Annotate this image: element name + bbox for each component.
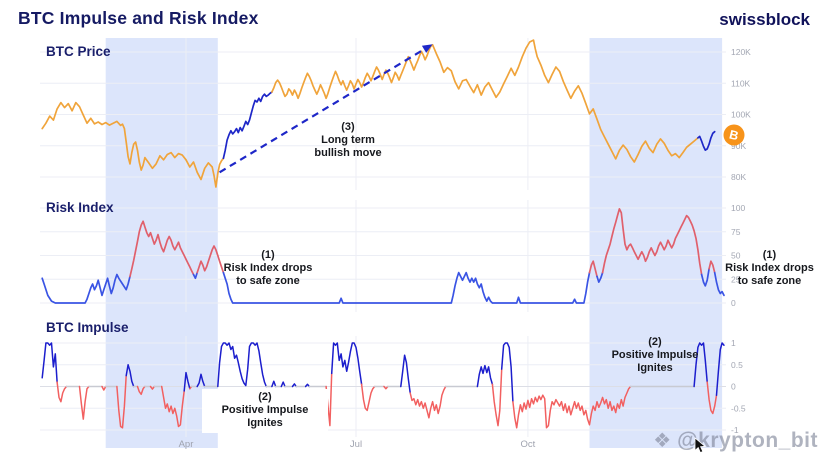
panel-label-btc-price: BTC Price — [46, 44, 111, 59]
watermark: ❖ @krypton_bit — [653, 429, 818, 453]
btc-impulse-series — [41, 342, 725, 429]
btc-price-y-axis: 120K 110K 100K 90K 80K — [731, 47, 751, 182]
annotation-line: Positive Impulse — [611, 349, 699, 361]
annotation-line: (1) — [762, 249, 777, 261]
svg-text:B: B — [728, 128, 740, 144]
panel-label-risk-index: Risk Index — [46, 200, 114, 215]
annotation-line: (3) — [341, 121, 355, 133]
bitcoin-coin-icon: B — [723, 124, 745, 146]
svg-text:80K: 80K — [731, 172, 746, 182]
x-axis-labels: Apr Jul Oct — [179, 439, 536, 450]
svg-text:75: 75 — [731, 227, 741, 237]
annotation-long-term-bullish: (3) Long term bullish move — [288, 121, 408, 160]
svg-text:0: 0 — [731, 298, 736, 308]
risk-index-y-axis: 100 75 50 25 0 — [731, 203, 745, 308]
svg-text:25: 25 — [731, 274, 741, 284]
svg-text:1: 1 — [731, 338, 736, 348]
risk-index-series — [41, 208, 725, 304]
svg-text:Oct: Oct — [521, 439, 536, 450]
highlight-bands — [105, 38, 723, 448]
annotation-line: (2) — [258, 391, 272, 403]
annotation-line: Ignites — [247, 417, 283, 429]
annotation-line: to safe zone — [737, 275, 802, 287]
annotation-line: to safe zone — [236, 275, 300, 287]
svg-text:50: 50 — [731, 251, 741, 261]
binance-diamond-icon: ❖ — [653, 430, 672, 452]
svg-text:-0.5: -0.5 — [731, 403, 746, 413]
panel-label-btc-impulse: BTC Impulse — [46, 320, 129, 335]
annotation-line: Positive Impulse — [221, 404, 309, 416]
annotation-line: Long term — [321, 134, 375, 146]
annotation-risk-drops-right: (1) Risk Index drops to safe zone — [711, 249, 828, 288]
svg-text:Jul: Jul — [350, 439, 362, 450]
svg-text:90K: 90K — [731, 141, 746, 151]
svg-text:100: 100 — [731, 203, 745, 213]
annotation-line: (2) — [648, 336, 662, 348]
annotation-risk-drops-mid: (1) Risk Index drops to safe zone — [206, 249, 330, 288]
svg-text:-1: -1 — [731, 425, 739, 435]
annotation-line: Risk Index drops — [223, 262, 313, 274]
svg-text:100K: 100K — [731, 110, 751, 120]
svg-text:110K: 110K — [731, 78, 751, 88]
svg-text:120K: 120K — [731, 47, 751, 57]
btc-price-series — [41, 39, 716, 188]
mouse-cursor-icon — [694, 437, 707, 454]
svg-text:0.5: 0.5 — [731, 360, 743, 370]
annotation-line: bullish move — [314, 147, 382, 159]
trend-arrow — [219, 44, 433, 174]
page-title: BTC Impulse and Risk Index — [18, 8, 259, 28]
btc-impulse-y-axis: 1 0.5 0 -0.5 -1 — [731, 338, 746, 435]
svg-text:0: 0 — [731, 382, 736, 392]
annotation-line: (1) — [261, 249, 275, 261]
annotation-line: Ignites — [637, 362, 673, 374]
svg-text:Apr: Apr — [179, 439, 194, 450]
annotation-line: Risk Index drops — [725, 262, 814, 274]
annotation-positive-impulse-right: (2) Positive Impulse Ignites — [592, 336, 718, 375]
watermark-handle: @krypton_bit — [677, 429, 818, 452]
swissblock-logo: swissblock — [719, 10, 810, 29]
annotation-positive-impulse-mid: (2) Positive Impulse Ignites — [202, 389, 328, 433]
